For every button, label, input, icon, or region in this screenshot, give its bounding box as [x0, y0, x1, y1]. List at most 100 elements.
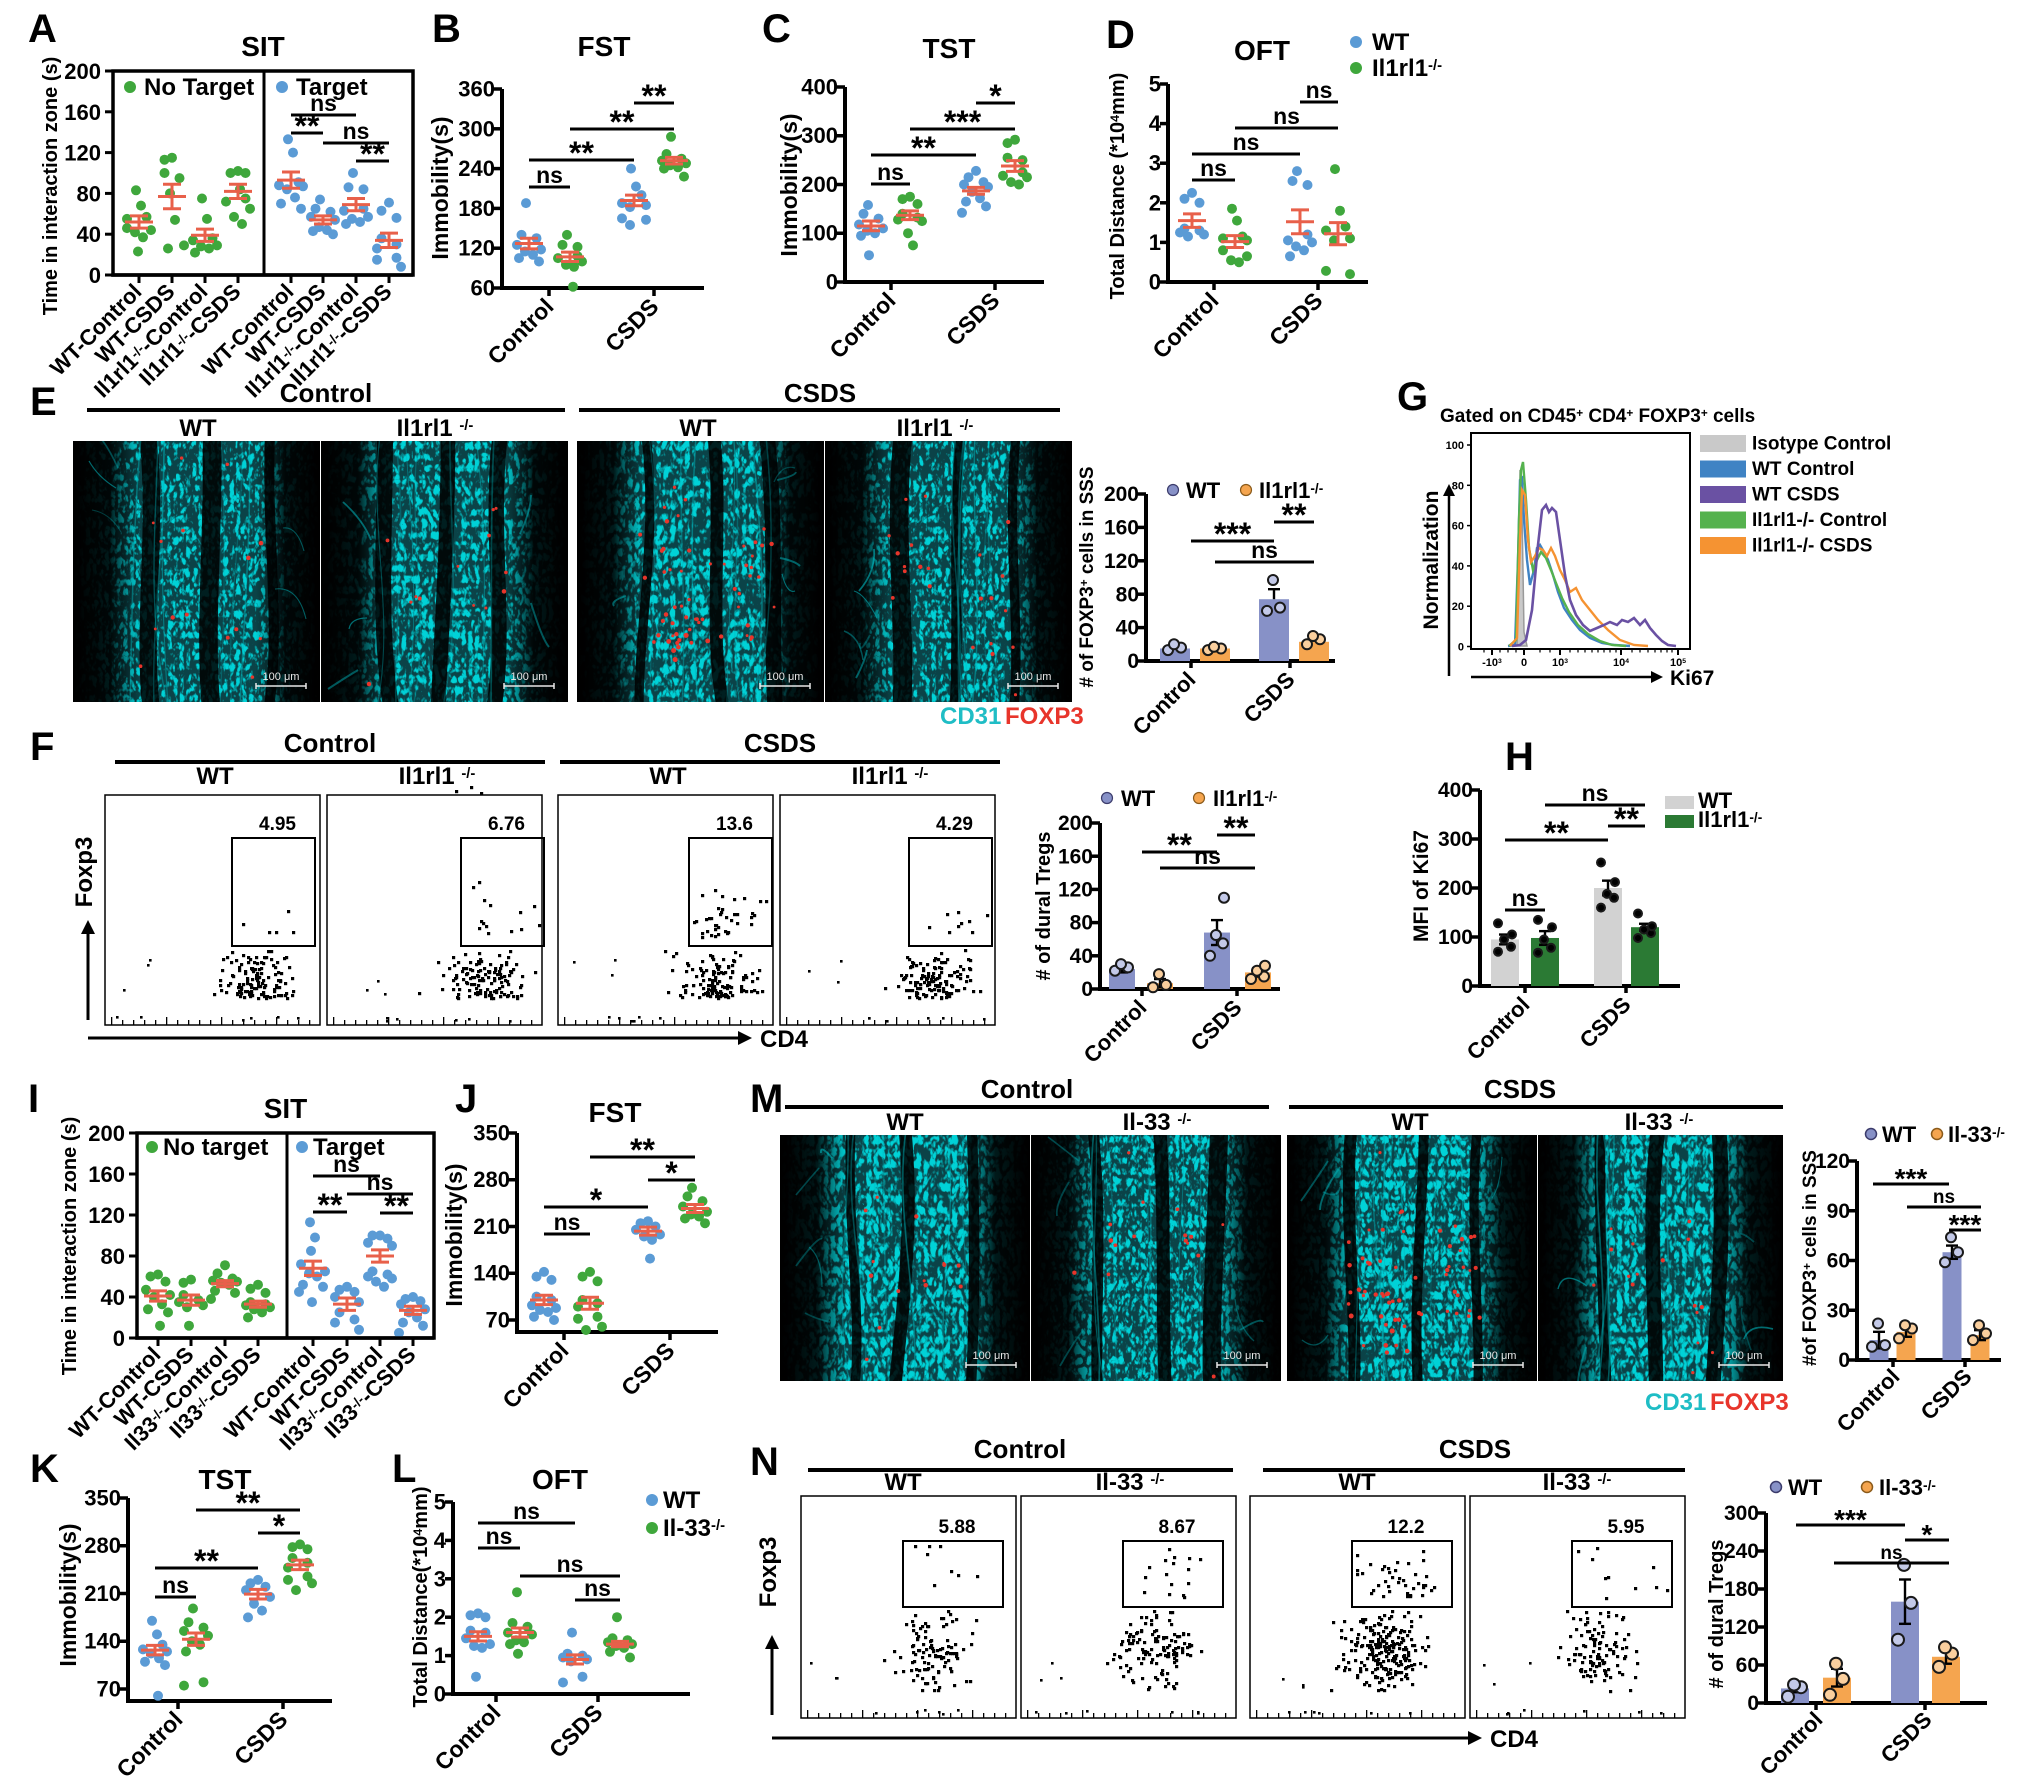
svg-text:ns: ns: [557, 1551, 584, 1577]
svg-text:120: 120: [1815, 1150, 1850, 1173]
svg-text:120: 120: [458, 236, 495, 261]
svg-text:CSDS: CSDS: [1439, 1434, 1511, 1464]
svg-text:# of dural Tregs: # of dural Tregs: [1706, 1540, 1728, 1689]
svg-text:ns: ns: [1582, 780, 1609, 806]
svg-text:**: **: [630, 1132, 655, 1168]
svg-text:90: 90: [1827, 1200, 1850, 1223]
svg-text:Control: Control: [1755, 1707, 1828, 1776]
svg-text:FST: FST: [589, 1097, 642, 1128]
svg-text:A: A: [28, 7, 57, 51]
svg-text:ns: ns: [1233, 129, 1260, 155]
svg-text:CD31: CD31: [1645, 1389, 1706, 1416]
svg-text:WT: WT: [1186, 478, 1221, 503]
svg-text:CSDS: CSDS: [1239, 667, 1300, 728]
svg-text:Il1rl1-/- Control: Il1rl1-/- Control: [1752, 510, 1887, 531]
svg-text:Immobility(s): Immobility(s): [427, 116, 453, 259]
svg-text:200: 200: [801, 172, 838, 197]
svg-text:CSDS: CSDS: [1264, 287, 1328, 351]
svg-text:CSDS: CSDS: [229, 1706, 293, 1770]
svg-text:100 μm: 100 μm: [1480, 1350, 1517, 1362]
svg-text:**: **: [1167, 827, 1192, 863]
svg-text:60: 60: [471, 275, 495, 300]
svg-text:4.95: 4.95: [259, 814, 296, 835]
svg-text:0: 0: [1149, 269, 1161, 294]
svg-text:WT: WT: [1698, 788, 1733, 813]
svg-text:***: ***: [944, 104, 982, 140]
svg-text:ns: ns: [343, 118, 370, 144]
svg-text:Il-33-/-: Il-33-/-: [1948, 1122, 2005, 1147]
svg-text:Control: Control: [1147, 287, 1223, 363]
svg-text:J: J: [455, 1077, 477, 1121]
svg-text:104: 104: [1613, 657, 1629, 669]
svg-text:0: 0: [1458, 642, 1464, 654]
svg-text:B: B: [432, 7, 461, 51]
svg-text:WT: WT: [1391, 1109, 1429, 1136]
svg-text:TST: TST: [923, 33, 976, 64]
svg-text:60: 60: [1827, 1250, 1850, 1273]
svg-text:240: 240: [1724, 1540, 1759, 1563]
svg-text:N: N: [750, 1440, 779, 1484]
svg-text:WT: WT: [649, 763, 687, 790]
svg-text:Il-33-/-: Il-33-/-: [1879, 1475, 1936, 1500]
svg-text:140: 140: [84, 1629, 121, 1654]
svg-text:Control: Control: [111, 1706, 187, 1776]
svg-text:CSDS: CSDS: [941, 287, 1005, 351]
svg-text:WT: WT: [886, 1109, 924, 1136]
svg-text:80: 80: [1070, 912, 1093, 935]
svg-text:ns: ns: [1273, 103, 1300, 129]
svg-text:100 μm: 100 μm: [511, 671, 548, 683]
svg-text:ns: ns: [162, 1572, 189, 1598]
svg-text:**: **: [295, 108, 320, 144]
svg-text:4: 4: [434, 1528, 447, 1553]
svg-text:MFI of Ki67: MFI of Ki67: [1410, 830, 1433, 942]
svg-text:Foxp3: Foxp3: [755, 1537, 782, 1608]
svg-text:350: 350: [84, 1485, 121, 1510]
svg-text:40: 40: [77, 222, 101, 247]
svg-text:***: ***: [1834, 1504, 1867, 1535]
svg-text:ns: ns: [1306, 77, 1333, 103]
svg-text:400: 400: [1438, 779, 1473, 802]
svg-text:Il1rl1-/- CSDS: Il1rl1-/- CSDS: [1752, 536, 1872, 557]
svg-text:*: *: [665, 1155, 678, 1191]
svg-text:0: 0: [1747, 1692, 1759, 1715]
svg-text:Control: Control: [981, 1074, 1073, 1104]
svg-text:CSDS: CSDS: [544, 1699, 608, 1763]
svg-text:8.67: 8.67: [1159, 1517, 1196, 1538]
svg-text:Control: Control: [284, 728, 376, 758]
svg-text:**: **: [610, 104, 635, 140]
svg-text:Target: Target: [313, 1134, 385, 1161]
svg-text:70: 70: [97, 1676, 121, 1701]
svg-text:CSDS: CSDS: [1575, 992, 1636, 1053]
svg-text:60: 60: [1736, 1654, 1759, 1677]
svg-text:20: 20: [1452, 601, 1464, 613]
svg-text:80: 80: [77, 181, 101, 206]
svg-text:70: 70: [486, 1307, 510, 1332]
svg-text:120: 120: [1104, 550, 1139, 573]
svg-text:**: **: [194, 1543, 219, 1579]
svg-text:100 μm: 100 μm: [1726, 1350, 1763, 1362]
svg-text:160: 160: [1104, 517, 1139, 540]
svg-text:**: **: [911, 130, 936, 166]
svg-text:40: 40: [1116, 617, 1139, 640]
svg-text:160: 160: [64, 100, 101, 125]
svg-text:Il1rl1-/-: Il1rl1-/-: [1259, 478, 1323, 503]
svg-text:K: K: [30, 1447, 59, 1491]
svg-text:ns: ns: [1933, 1187, 1955, 1208]
svg-text:WT: WT: [1121, 786, 1156, 811]
svg-text:ns: ns: [1200, 155, 1227, 181]
svg-text:Total Distance (*104mm): Total Distance (*104mm): [1107, 73, 1129, 300]
svg-text:WT Control: WT Control: [1752, 459, 1854, 480]
svg-text:Isotype Control: Isotype Control: [1752, 434, 1891, 455]
svg-text:100 μm: 100 μm: [973, 1350, 1010, 1362]
svg-text:160: 160: [1058, 845, 1093, 868]
svg-text:400: 400: [801, 74, 838, 99]
svg-text:Control: Control: [824, 287, 900, 363]
svg-text:Immobility(s): Immobility(s): [776, 113, 802, 256]
svg-text:-103: -103: [1482, 657, 1502, 669]
svg-text:WT: WT: [1372, 29, 1410, 56]
svg-text:Time in interaction zone (s): Time in interaction zone (s): [40, 57, 62, 316]
svg-text:Immobility(s): Immobility(s): [55, 1523, 81, 1666]
svg-text:Il-33-/-: Il-33-/-: [663, 1515, 725, 1542]
svg-text:E: E: [30, 380, 57, 424]
svg-text:1: 1: [434, 1643, 446, 1668]
